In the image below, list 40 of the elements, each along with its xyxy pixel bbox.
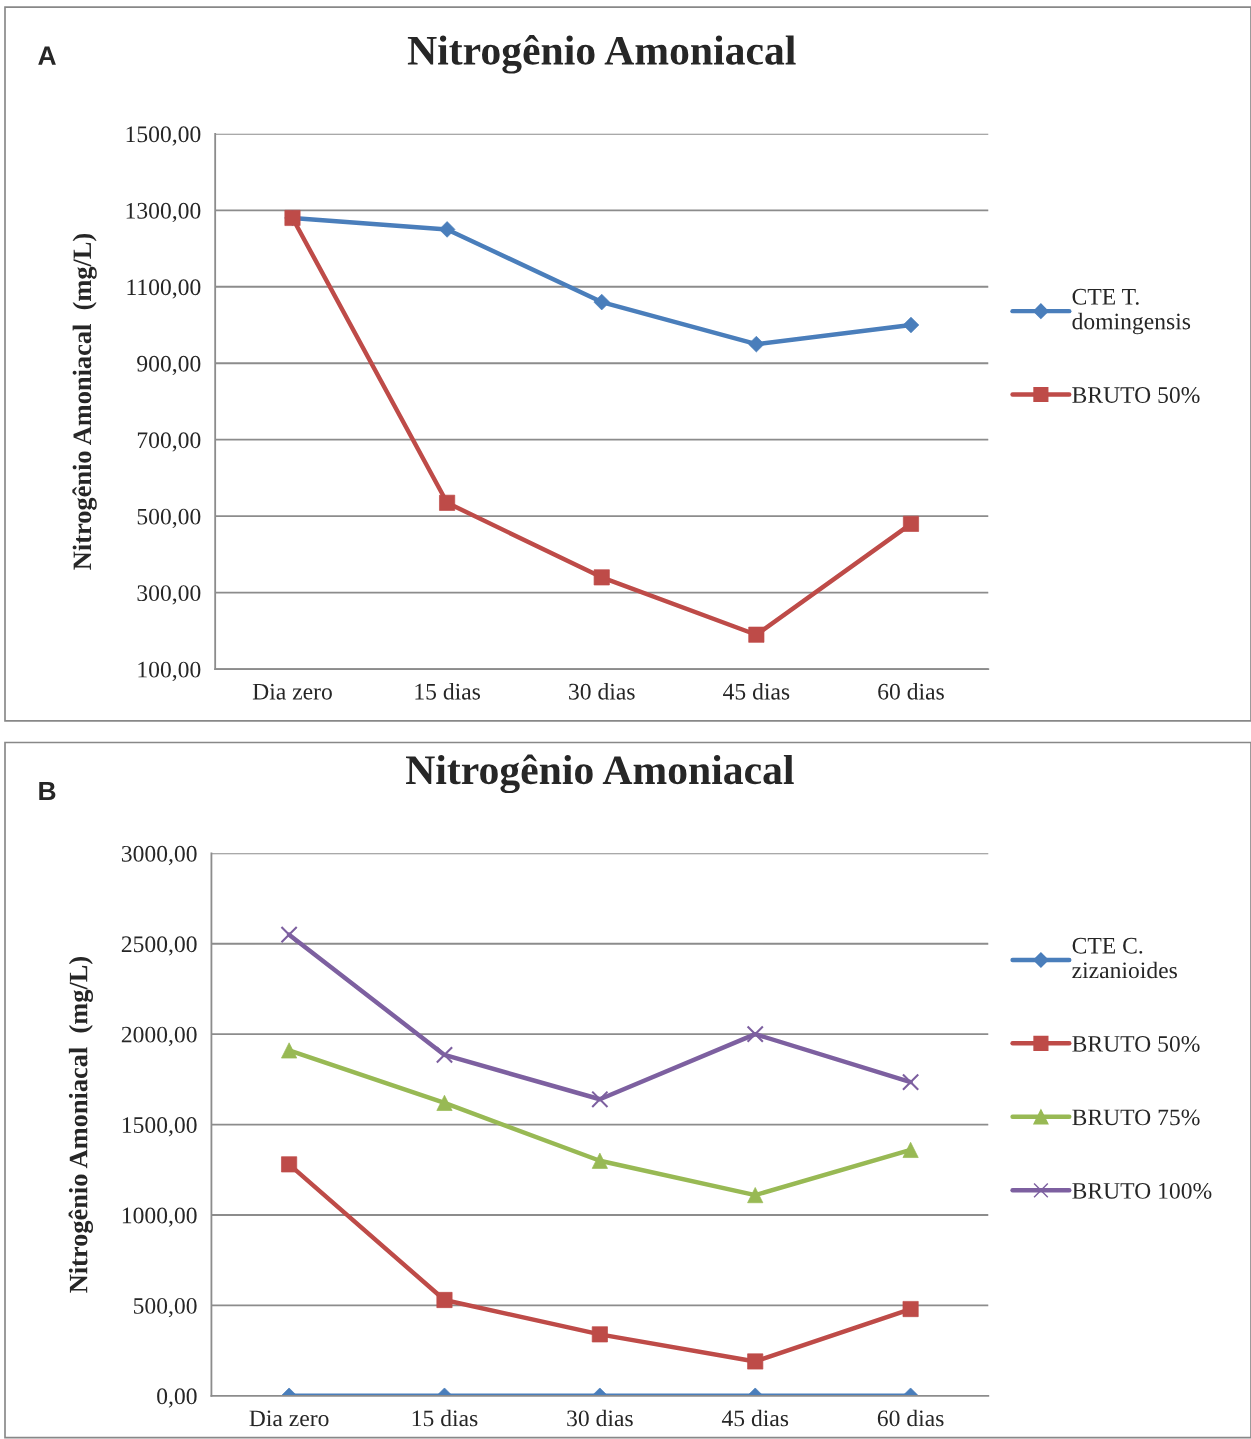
chart-title: Nitrogênio Amoniacal — [406, 754, 794, 794]
x-tick-label: 60 dias — [877, 1409, 944, 1427]
y-tick-label: 2500,00 — [121, 936, 197, 956]
y-axis-title: Nitrogênio Amoniacal (mg/L) — [68, 957, 94, 1293]
y-tick-label: 1100,00 — [127, 279, 201, 299]
x-tick-label: Dia zero — [249, 1410, 329, 1427]
x-tick-label: 30 dias — [569, 683, 635, 700]
y-tick-label: 1000,00 — [122, 1207, 197, 1227]
point — [902, 515, 919, 532]
legend-label: BRUTO 75% — [1072, 1109, 1200, 1126]
legend-label: BRUTO 50% — [1072, 387, 1200, 404]
y-tick-label: 1500,00 — [126, 126, 201, 146]
text: A — [38, 46, 56, 65]
x-tick-label: 15 dias — [412, 1409, 478, 1427]
x-tick-label: 60 dias — [878, 683, 944, 700]
x-tick-label: 15 dias — [415, 683, 481, 700]
chart-title: Nitrogênio Amoniacal — [407, 35, 796, 74]
legend-label: BRUTO 100% — [1072, 1182, 1212, 1199]
x-tick-label: 30 dias — [567, 1409, 633, 1427]
y-tick-label: 500,00 — [137, 508, 201, 529]
legend-label: BRUTO 50% — [1072, 1035, 1200, 1052]
y-tick-label: 300,00 — [137, 585, 201, 605]
point — [438, 221, 456, 238]
y-tick-label: 100,00 — [138, 661, 201, 681]
x-tick-label: 45 dias — [723, 683, 790, 700]
y-tick-label: 1500,00 — [122, 1117, 197, 1137]
y-axis-title: Nitrogênio Amoniacal (mg/L) — [72, 233, 97, 570]
text: B — [39, 781, 56, 801]
y-tick-label: 500,00 — [133, 1297, 197, 1318]
x-tick-label: 45 dias — [721, 1409, 789, 1427]
y-tick-label: 0,00 — [157, 1388, 197, 1408]
point — [593, 293, 610, 311]
legend-label: CTE T. domingensis — [1072, 288, 1191, 335]
y-tick-label: 700,00 — [137, 432, 201, 452]
y-tick-label: 900,00 — [137, 355, 201, 376]
y-tick-label: 1300,00 — [126, 202, 201, 223]
x-tick-label: Dia zero — [252, 683, 332, 700]
legend-label: CTE C. zizanioides — [1072, 937, 1177, 979]
y-tick-label: 2000,00 — [121, 1026, 197, 1046]
y-tick-label: 3000,00 — [121, 845, 197, 866]
